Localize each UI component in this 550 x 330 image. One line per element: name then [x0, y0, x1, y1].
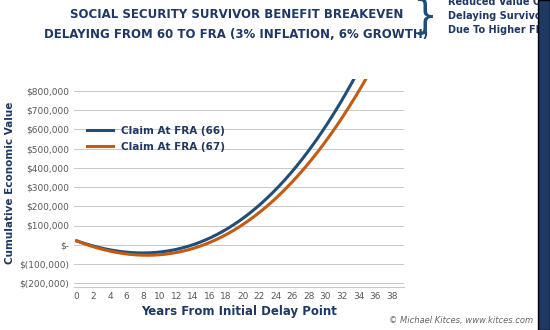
Claim At FRA (67)	[382, 42, 388, 46]
Claim At FRA (66)	[332, 109, 339, 113]
Claim At FRA (67)	[226, 231, 232, 235]
Text: © Michael Kitces, www.kitces.com: © Michael Kitces, www.kitces.com	[389, 316, 534, 325]
Claim At FRA (66)	[382, 15, 388, 19]
Claim At FRA (66)	[388, 0, 395, 4]
Line: Claim At FRA (66): Claim At FRA (66)	[77, 2, 392, 253]
Line: Claim At FRA (67): Claim At FRA (67)	[77, 31, 392, 255]
Claim At FRA (66)	[74, 239, 80, 243]
Y-axis label: Cumulative Economic Value: Cumulative Economic Value	[5, 102, 15, 264]
Claim At FRA (67)	[74, 239, 80, 243]
Claim At FRA (66)	[139, 251, 146, 255]
Claim At FRA (66)	[226, 226, 232, 230]
Text: Reduced Value Of
Delaying Survivor
Due To Higher FRA: Reduced Value Of Delaying Survivor Due T…	[448, 0, 550, 35]
Claim At FRA (67)	[144, 253, 150, 257]
Claim At FRA (66)	[262, 198, 268, 202]
Claim At FRA (67)	[245, 219, 251, 223]
Claim At FRA (67)	[224, 232, 230, 236]
Text: }: }	[412, 0, 437, 35]
Text: SOCIAL SECURITY SURVIVOR BENEFIT BREAKEVEN: SOCIAL SECURITY SURVIVOR BENEFIT BREAKEV…	[70, 8, 403, 21]
Text: DELAYING FROM 60 TO FRA (3% INFLATION, 6% GROWTH): DELAYING FROM 60 TO FRA (3% INFLATION, 6…	[45, 28, 428, 41]
X-axis label: Years From Initial Delay Point: Years From Initial Delay Point	[141, 305, 337, 318]
Legend: Claim At FRA (66), Claim At FRA (67): Claim At FRA (66), Claim At FRA (67)	[82, 122, 229, 156]
Claim At FRA (67)	[262, 206, 268, 210]
Claim At FRA (66)	[245, 213, 251, 216]
Claim At FRA (67)	[332, 125, 339, 129]
Claim At FRA (67)	[388, 29, 395, 33]
Claim At FRA (66)	[224, 227, 230, 231]
